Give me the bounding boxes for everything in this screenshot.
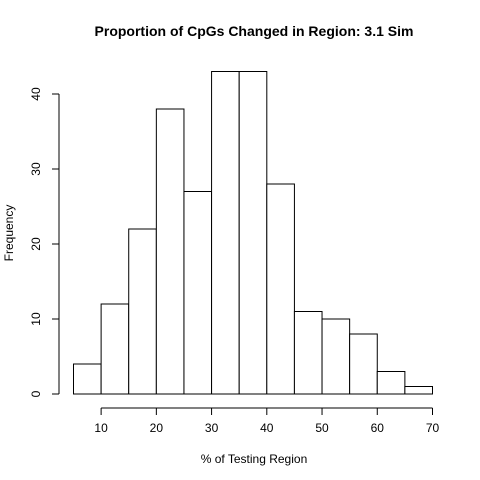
y-tick-label-30: 30 bbox=[29, 162, 43, 176]
histogram-bar-50-55 bbox=[321, 318, 351, 395]
histogram-bar-20-25 bbox=[155, 108, 185, 395]
histogram-bar-55-60 bbox=[349, 333, 378, 395]
y-tick-label-20: 20 bbox=[29, 237, 43, 251]
y-tick-label-10: 10 bbox=[29, 312, 43, 326]
histogram-bar-40-45 bbox=[266, 183, 295, 395]
x-tick-label-10: 10 bbox=[94, 421, 108, 435]
chart-title: Proportion of CpGs Changed in Region: 3.… bbox=[95, 23, 414, 39]
x-tick-label-50: 50 bbox=[315, 421, 329, 435]
x-tick-label-60: 60 bbox=[371, 421, 385, 435]
x-axis-label: % of Testing Region bbox=[201, 452, 308, 466]
x-tick-label-40: 40 bbox=[260, 421, 274, 435]
histogram-bar-30-35 bbox=[211, 71, 240, 395]
y-axis: 0 10 20 30 40 bbox=[29, 87, 60, 397]
histogram-bar-10-15 bbox=[100, 303, 130, 395]
histogram-bar-35-40 bbox=[238, 71, 268, 395]
histogram-bar-5-10 bbox=[73, 363, 102, 395]
histogram-bar-25-30 bbox=[183, 191, 213, 395]
y-axis-label: Frequency bbox=[2, 205, 16, 262]
histogram-bar-45-50 bbox=[293, 311, 323, 395]
histogram-bar-15-20 bbox=[128, 228, 157, 395]
histogram-bar-65-70 bbox=[404, 386, 433, 395]
x-tick-label-20: 20 bbox=[150, 421, 164, 435]
y-tick-label-40: 40 bbox=[29, 87, 43, 101]
histogram-bar-60-65 bbox=[376, 371, 406, 395]
bars-group bbox=[73, 71, 433, 395]
x-tick-label-30: 30 bbox=[205, 421, 219, 435]
x-tick-label-70: 70 bbox=[426, 421, 440, 435]
x-axis: 10 20 30 40 50 60 70 bbox=[94, 407, 440, 435]
y-tick-label-0: 0 bbox=[29, 390, 43, 397]
